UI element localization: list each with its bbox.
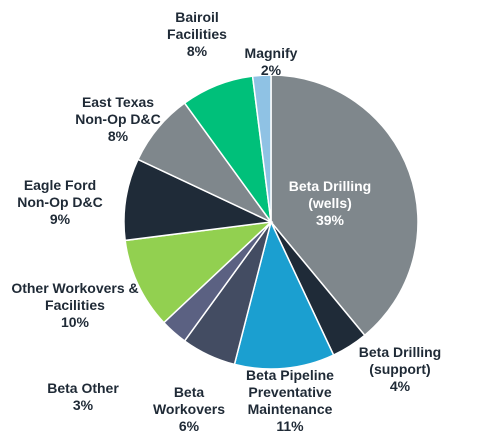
slice-label: Beta Drilling (support) 4%: [359, 344, 441, 394]
slice-name-line: Non-Op D&C: [17, 194, 103, 210]
slice-name-line: Beta Drilling: [359, 344, 441, 360]
pie-labels: Beta Drilling (wells) 39%Beta Drilling (sup…: [11, 9, 441, 434]
slice-percent: 2%: [261, 62, 282, 78]
slice-label: Beta Other 3%: [47, 380, 119, 413]
slice-percent: 39%: [316, 212, 345, 228]
slice-name-line: Preventative: [248, 384, 331, 400]
slice-label: Beta Drilling (wells) 39%: [289, 178, 371, 228]
slice-percent: 11%: [276, 418, 304, 434]
slice-name-line: Bairoil: [175, 9, 219, 25]
slice-name-line: Facilities: [45, 297, 105, 313]
slice-name-line: Beta Pipeline: [246, 367, 334, 383]
slice-percent: 8%: [187, 43, 208, 59]
slice-percent: 8%: [108, 128, 129, 144]
slice-label: Eagle Ford Non-Op D&C 9%: [17, 177, 103, 227]
slice-name-line: Beta Drilling: [289, 178, 371, 194]
slice-label: Magnify 2%: [245, 45, 298, 78]
slice-percent: 9%: [50, 211, 71, 227]
slice-label: Beta Workovers 6%: [153, 384, 225, 434]
slice-percent: 3%: [73, 397, 94, 413]
slice-percent: 10%: [61, 314, 90, 330]
slice-percent: 6%: [179, 418, 200, 434]
slice-name-line: Maintenance: [248, 401, 333, 417]
pie-slice-other-workovers-facilities: [124, 220, 274, 324]
pie-slice-magnify: [251, 74, 272, 223]
pie-slice-eagle-ford-non-op-d-c: [123, 158, 274, 242]
slice-name-line: Other Workovers &: [11, 280, 138, 296]
slice-name-line: Magnify: [245, 45, 298, 61]
slice-name-line: Eagle Ford: [24, 177, 96, 193]
slice-name-line: (support): [369, 361, 430, 377]
slice-percent: 4%: [390, 378, 411, 394]
slice-name-line: Beta Other: [47, 380, 119, 396]
slice-name-line: Beta: [174, 384, 205, 400]
pie-slice-beta-pipeline-preventative-maintenance: [233, 219, 335, 370]
pie-slice-beta-drilling-wells: [270, 74, 419, 337]
slice-name-line: Non-Op D&C: [75, 111, 161, 127]
slice-label: Beta Pipeline Preventative Maintenance 11%: [246, 367, 334, 434]
slice-name-line: East Texas: [82, 94, 154, 110]
slice-label: East Texas Non-Op D&C 8%: [75, 94, 161, 144]
pie-slices: [123, 74, 419, 370]
slice-name-line: (wells): [308, 195, 352, 211]
slice-name-line: Workovers: [153, 401, 225, 417]
slice-label: Other Workovers & Facilities 10%: [11, 280, 138, 330]
slice-name-line: Facilities: [167, 26, 227, 42]
slice-label: Bairoil Facilities 8%: [167, 9, 227, 59]
